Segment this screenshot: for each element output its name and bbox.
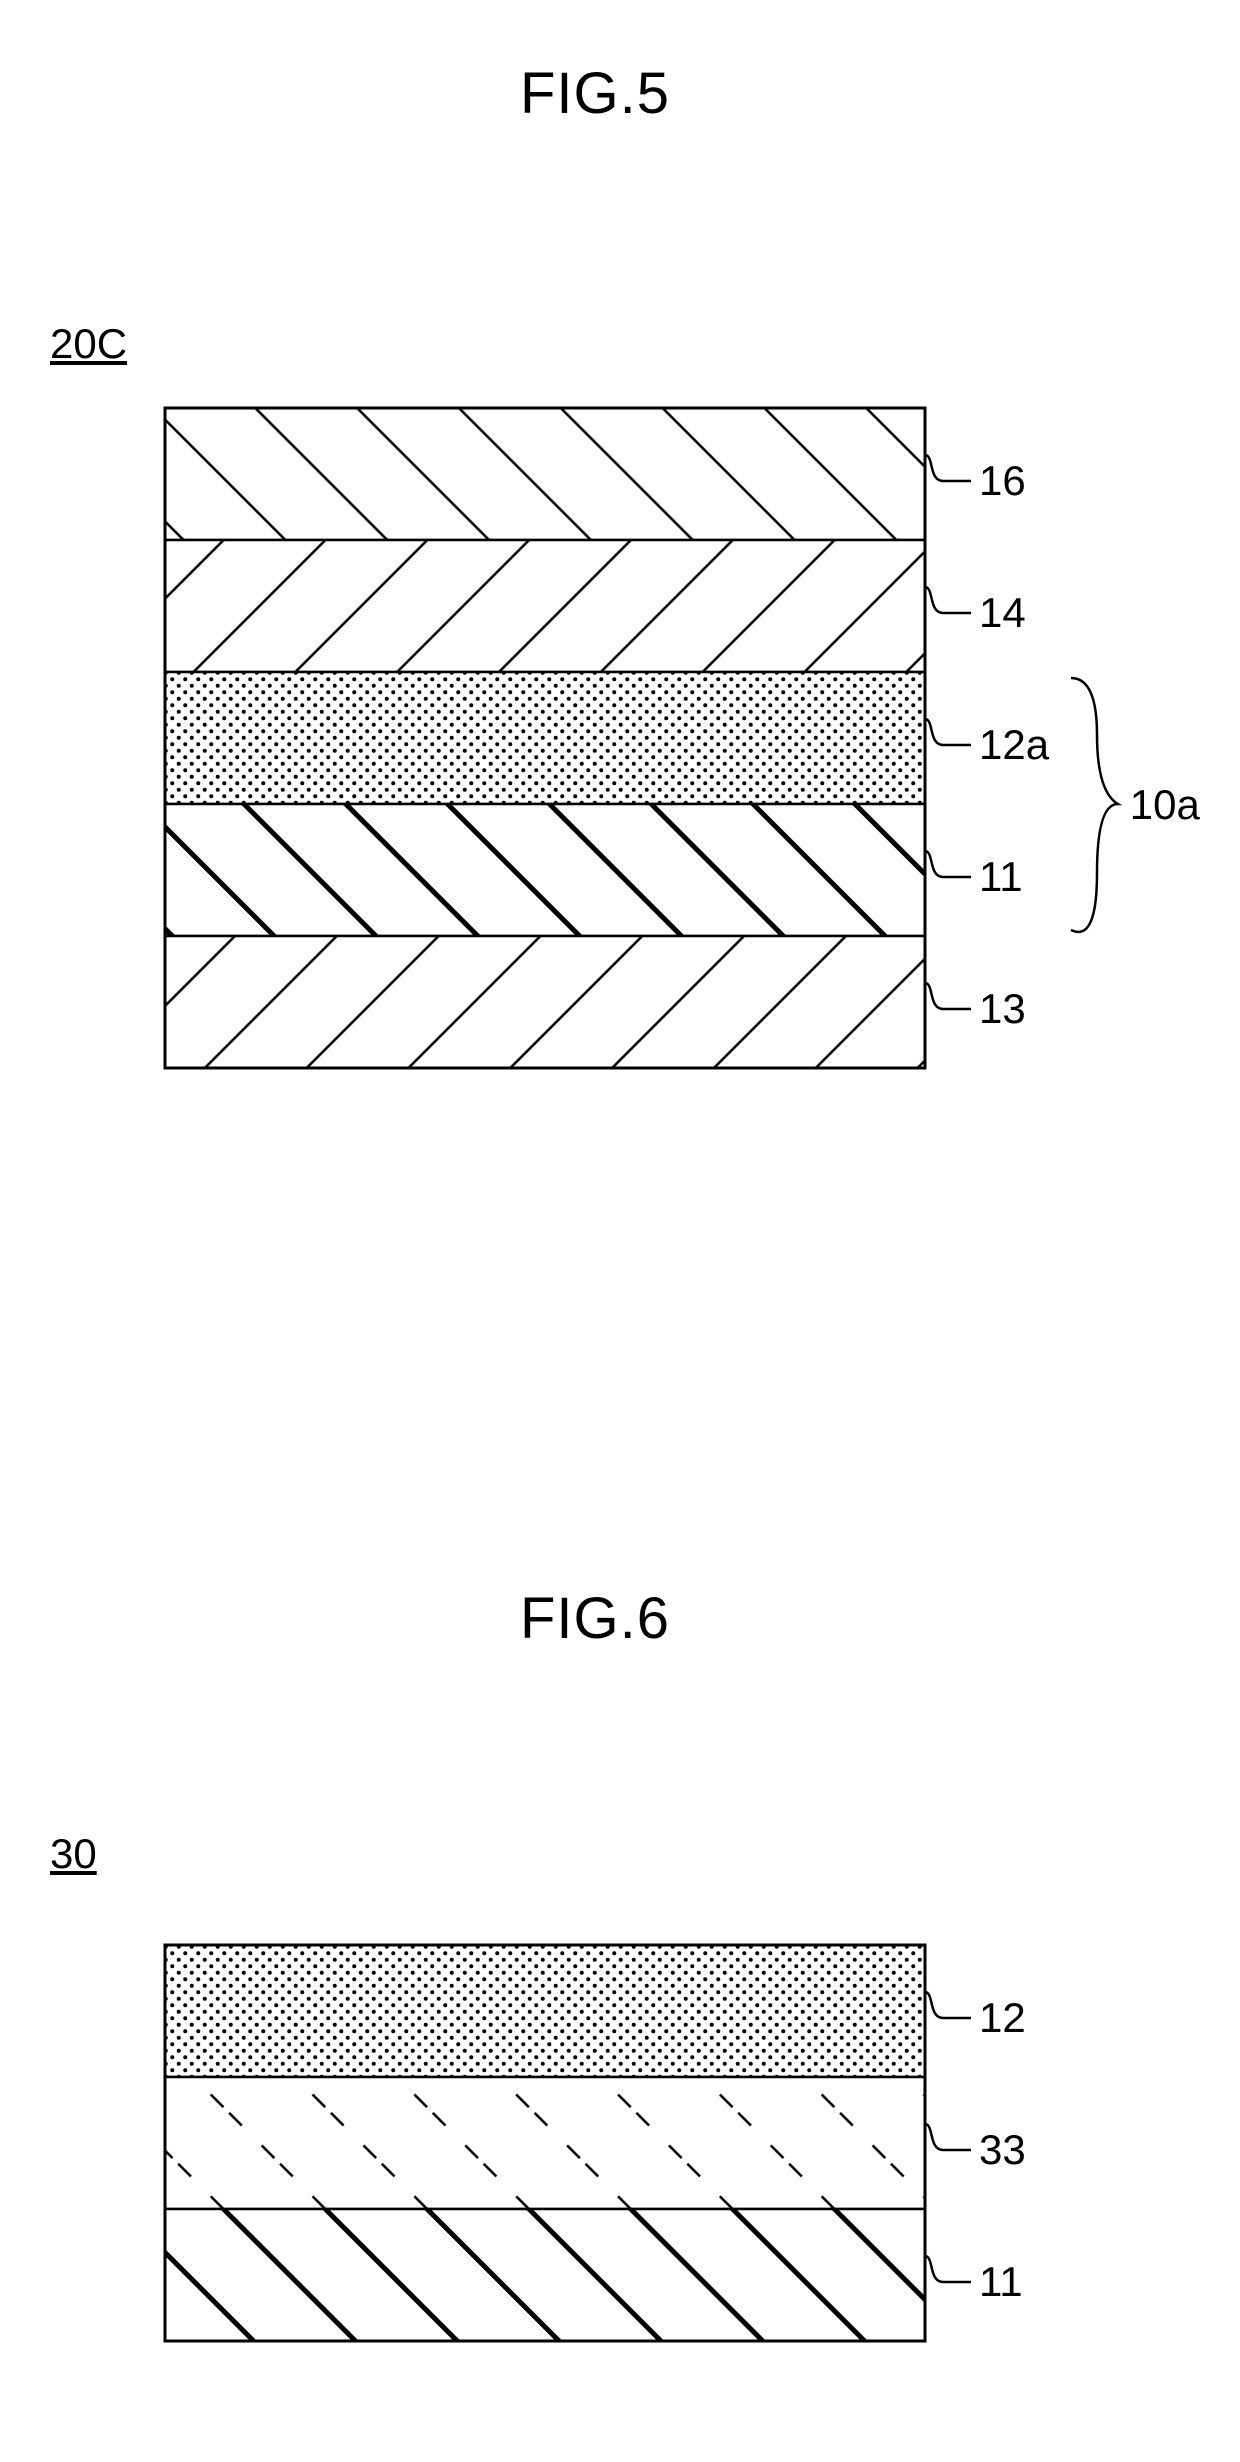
fig5-group-label: 10a	[1130, 781, 1200, 829]
fig5-stack	[165, 408, 1118, 1068]
fig6-label-33: 33	[979, 2126, 1026, 2174]
fig6-title: FIG.6	[520, 1585, 670, 1652]
fig5-label-12a: 12a	[979, 721, 1049, 769]
fig6-label-12: 12	[979, 1994, 1026, 2042]
fig5-label-16: 16	[979, 457, 1026, 505]
fig5-label-13: 13	[979, 985, 1026, 1033]
fig6-stack	[165, 1945, 971, 2341]
fig5-label-11: 11	[979, 853, 1023, 901]
fig5-ref: 20C	[50, 320, 127, 368]
fig6-ref: 30	[50, 1830, 97, 1878]
fig5-title: FIG.5	[520, 60, 670, 127]
fig6-label-11: 11	[979, 2258, 1023, 2306]
fig5-label-14: 14	[979, 589, 1026, 637]
